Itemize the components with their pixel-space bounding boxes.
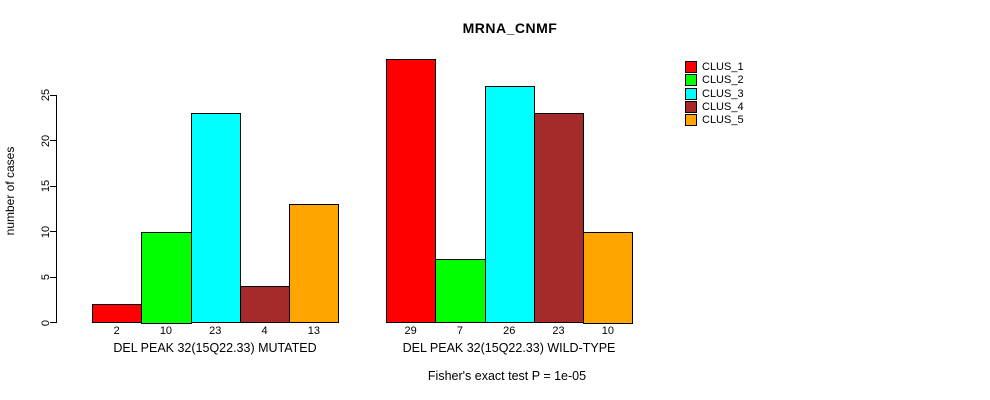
bar-value-label: 10 <box>159 325 173 337</box>
legend-item-clus_5: CLUS_5 <box>685 114 815 127</box>
y-axis-tick <box>50 94 56 96</box>
y-axis-tick-label: 0 <box>40 319 52 326</box>
y-axis-tick-label: 25 <box>40 88 52 102</box>
bar-clus_4-group1 <box>239 286 291 324</box>
legend-label: CLUS_5 <box>702 114 744 127</box>
legend-item-clus_3: CLUS_3 <box>685 87 815 101</box>
legend-label: CLUS_4 <box>702 100 744 113</box>
bar-clus_5-group1 <box>289 204 340 324</box>
y-axis-tick-label: 15 <box>40 179 52 193</box>
y-axis-tick-label: 10 <box>40 225 52 238</box>
legend-item-clus_1: CLUS_1 <box>685 61 815 74</box>
legend-swatch <box>685 114 697 127</box>
bar-clus_4-group2 <box>533 113 585 324</box>
group-label-mutated: DEL PEAK 32(15Q22.33) MUTATED <box>113 341 317 355</box>
bar-clus_1-group2 <box>386 58 437 324</box>
y-axis-tick <box>50 185 56 187</box>
fisher-test-footnote: Fisher's exact test P = 1e-05 <box>427 369 587 383</box>
y-axis-line <box>56 95 57 323</box>
bar-value-label: 7 <box>456 325 463 337</box>
legend: CLUS_1 CLUS_2 CLUS_3 CLUS_4 CLUS_5 <box>685 61 815 133</box>
bar-value-label: 13 <box>307 325 320 337</box>
bar-clus_2-group1 <box>141 231 192 324</box>
bar-clus_2-group2 <box>435 258 486 324</box>
bar-value-label: 23 <box>209 325 222 337</box>
bar-clus_1-group1 <box>92 304 143 324</box>
y-axis-tick-label: 5 <box>40 273 52 281</box>
bar-clus_3-group1 <box>190 113 241 324</box>
bar-value-label: 29 <box>404 325 417 337</box>
bar-clus_5-group2 <box>583 231 634 324</box>
legend-label: CLUS_2 <box>702 74 744 87</box>
bar-value-label: 4 <box>261 325 268 337</box>
y-axis-tick <box>50 140 56 141</box>
bar-value-label: 2 <box>113 325 120 337</box>
bar-clus_3-group2 <box>484 85 535 324</box>
y-axis-tick <box>50 322 56 323</box>
legend-swatch <box>685 61 697 73</box>
legend-item-clus_2: CLUS_2 <box>685 74 815 87</box>
group-label-wildtype: DEL PEAK 32(15Q22.33) WILD-TYPE <box>402 341 616 355</box>
legend-swatch <box>685 87 697 100</box>
bar-value-label: 10 <box>601 325 614 337</box>
y-axis-tick <box>50 231 56 232</box>
chart-title: MRNA_CNMF <box>462 20 558 36</box>
y-axis-tick-label: 20 <box>40 134 52 147</box>
y-axis-label: number of cases <box>3 146 17 236</box>
y-axis-tick <box>50 276 56 278</box>
bar-value-label: 26 <box>503 325 516 337</box>
legend-label: CLUS_1 <box>702 61 744 73</box>
legend-label: CLUS_3 <box>702 87 744 100</box>
bar-value-label: 23 <box>552 325 565 337</box>
legend-item-clus_4: CLUS_4 <box>685 100 815 114</box>
legend-swatch <box>685 74 697 87</box>
legend-swatch <box>685 100 697 113</box>
